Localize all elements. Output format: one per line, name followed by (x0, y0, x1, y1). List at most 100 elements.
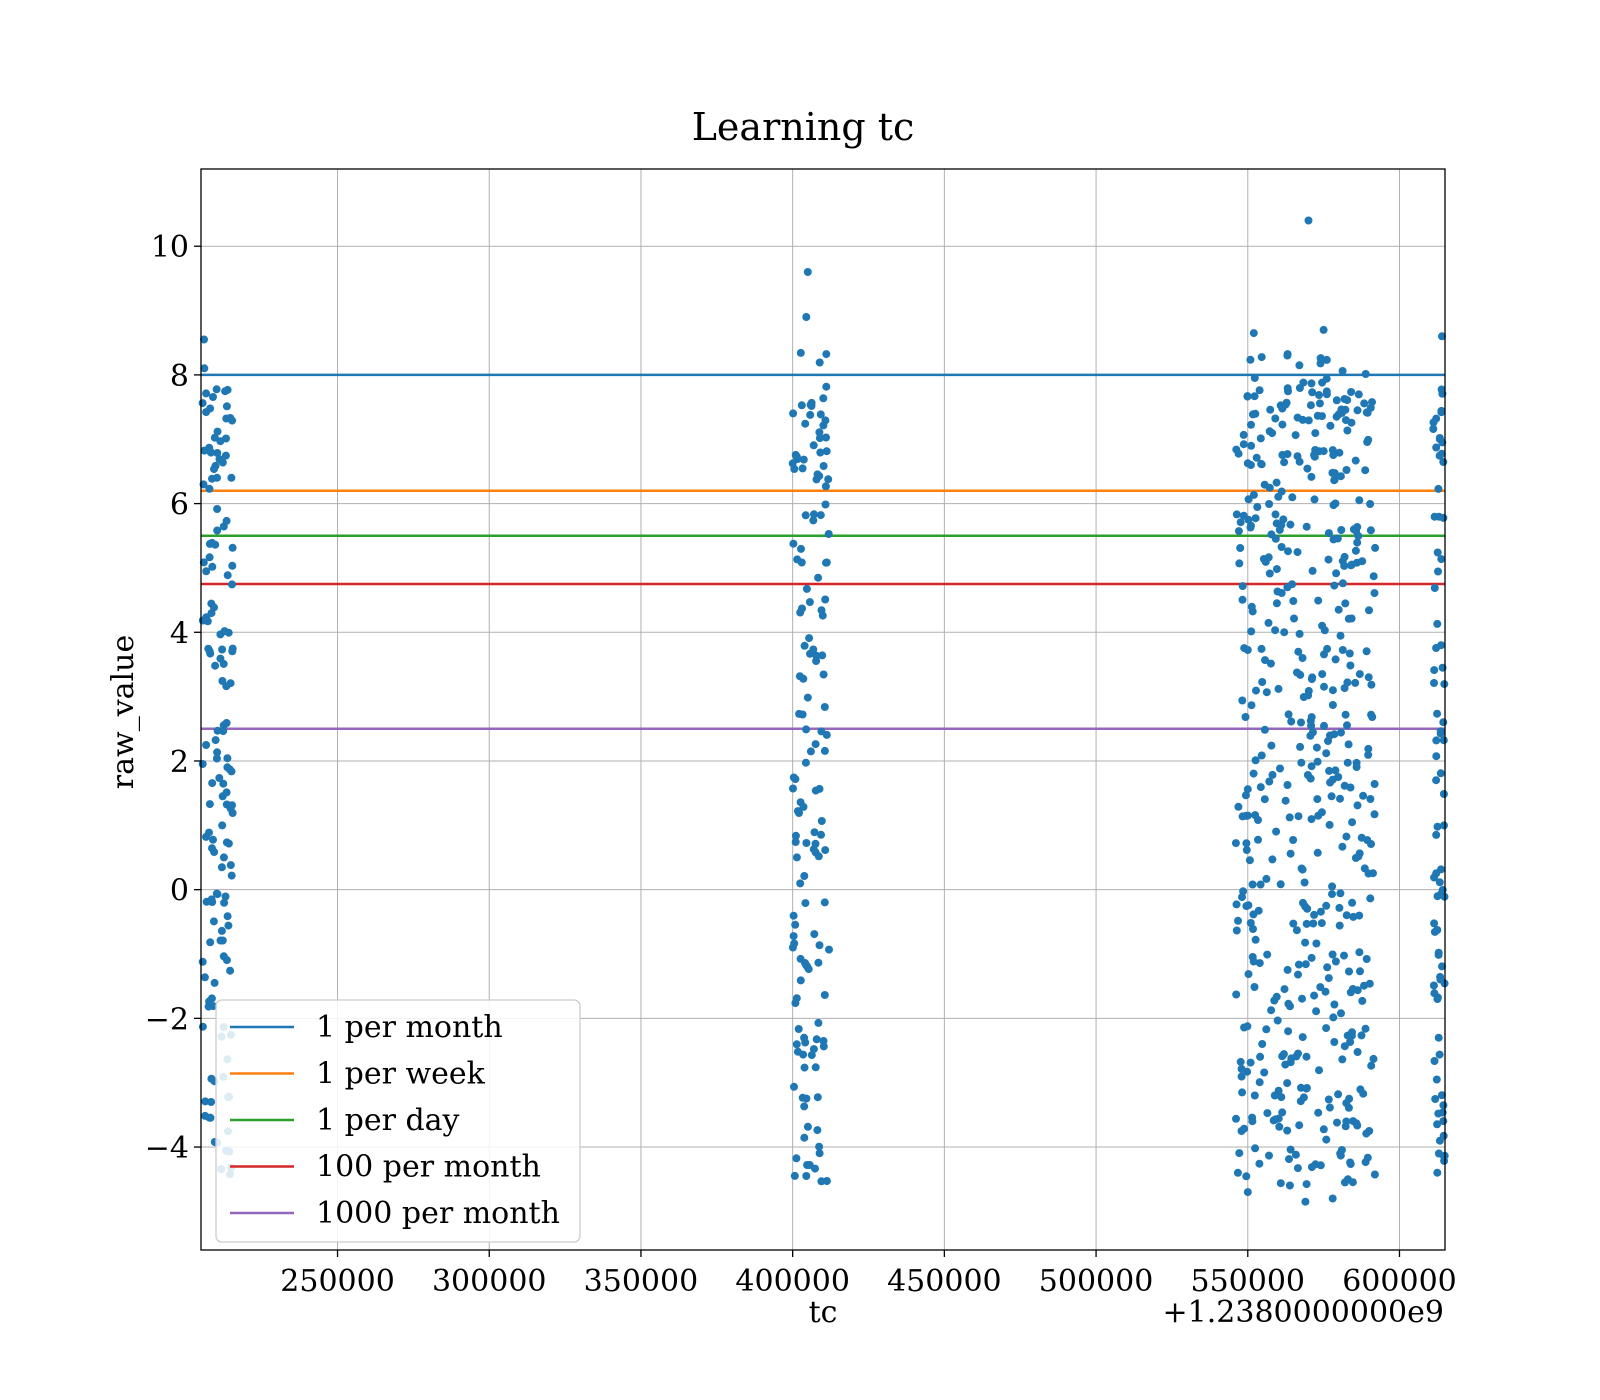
data-point (1347, 561, 1355, 570)
x-tick-label: 400000 (735, 1264, 850, 1299)
x-tick-label: 550000 (1191, 1264, 1306, 1299)
data-point (792, 1040, 801, 1049)
data-point (1320, 721, 1328, 730)
data-point (1361, 1024, 1370, 1033)
data-point (1325, 1103, 1334, 1112)
data-point (810, 510, 818, 519)
data-point (789, 911, 798, 920)
data-point (814, 852, 823, 861)
data-point (1336, 889, 1345, 898)
data-point (1242, 1172, 1251, 1181)
data-point (816, 511, 825, 520)
data-point (1263, 950, 1272, 959)
data-point (1307, 713, 1316, 722)
data-point (1432, 752, 1441, 761)
data-point (1302, 1052, 1311, 1061)
data-point (1353, 406, 1362, 415)
y-tick-label: −4 (145, 1131, 189, 1166)
data-point (1322, 901, 1331, 910)
data-point (1433, 1168, 1442, 1177)
data-point (1257, 459, 1266, 468)
data-point (811, 740, 820, 749)
data-point (798, 464, 807, 473)
data-point (814, 1018, 823, 1027)
data-point (1307, 762, 1316, 771)
data-point (822, 433, 830, 442)
data-point (1340, 395, 1349, 403)
data-point (1367, 1061, 1376, 1070)
data-point (1333, 534, 1342, 543)
data-point (1433, 1120, 1442, 1129)
data-point (1314, 596, 1323, 605)
data-point (202, 741, 211, 749)
data-point (798, 604, 806, 613)
data-point (1294, 1049, 1302, 1058)
data-point (1322, 387, 1331, 396)
data-point (1353, 801, 1362, 810)
data-point (1250, 392, 1259, 401)
data-point (1293, 548, 1302, 557)
data-point (805, 634, 814, 643)
data-point (817, 830, 825, 839)
data-point (1301, 902, 1310, 911)
data-point (205, 553, 214, 562)
data-point (1284, 999, 1293, 1008)
data-point (1324, 974, 1333, 983)
data-point (212, 754, 221, 763)
y-axis: −4 −2 0 2 4 6 8 10 (145, 230, 201, 1166)
y-tick-label: 4 (170, 616, 189, 651)
data-point (791, 831, 800, 840)
data-point (1237, 1065, 1246, 1073)
data-point (798, 710, 807, 719)
data-point (806, 410, 815, 419)
data-point (1265, 569, 1274, 578)
data-point (219, 853, 228, 862)
data-point (1277, 1093, 1286, 1102)
data-point (1234, 802, 1243, 811)
data-point (1337, 526, 1346, 534)
data-point (208, 844, 216, 853)
data-point (1328, 890, 1336, 899)
data-point (1329, 1013, 1338, 1022)
data-point (1317, 919, 1326, 928)
data-point (1434, 1149, 1443, 1158)
x-axis: 250000 300000 350000 400000 450000 500000 5500… (280, 1250, 1457, 1299)
data-point (217, 926, 226, 935)
data-point (1249, 769, 1258, 778)
data-point (1328, 775, 1337, 784)
data-point (208, 474, 216, 483)
data-point (801, 419, 810, 428)
data-point (1363, 1153, 1372, 1162)
data-point (1436, 727, 1445, 736)
data-point (1347, 388, 1356, 396)
data-point (1369, 572, 1378, 581)
data-point (822, 350, 831, 359)
data-point (1251, 756, 1260, 765)
data-point (1232, 926, 1241, 935)
data-point (212, 385, 221, 394)
data-point (1432, 776, 1441, 785)
data-point (816, 410, 825, 419)
data-point (1238, 582, 1247, 591)
data-point (1302, 1084, 1311, 1092)
data-point (1326, 421, 1335, 430)
data-point (222, 788, 231, 797)
data-point (1295, 1121, 1304, 1130)
data-point (213, 726, 222, 735)
data-point (1244, 970, 1253, 979)
data-point (1365, 606, 1373, 615)
data-point (205, 484, 214, 493)
data-point (1355, 948, 1364, 957)
data-point (1369, 869, 1377, 878)
data-point (1288, 493, 1297, 502)
data-point (211, 736, 220, 745)
data-point (1338, 367, 1347, 375)
data-point (1290, 614, 1298, 623)
plot-frame (200, 168, 1446, 1251)
data-point (200, 335, 208, 344)
y-tick-label: 8 (170, 359, 189, 394)
data-point (809, 1045, 818, 1054)
data-point (1284, 547, 1292, 556)
data-point (1313, 848, 1322, 857)
legend-label: 100 per month (316, 1150, 541, 1185)
